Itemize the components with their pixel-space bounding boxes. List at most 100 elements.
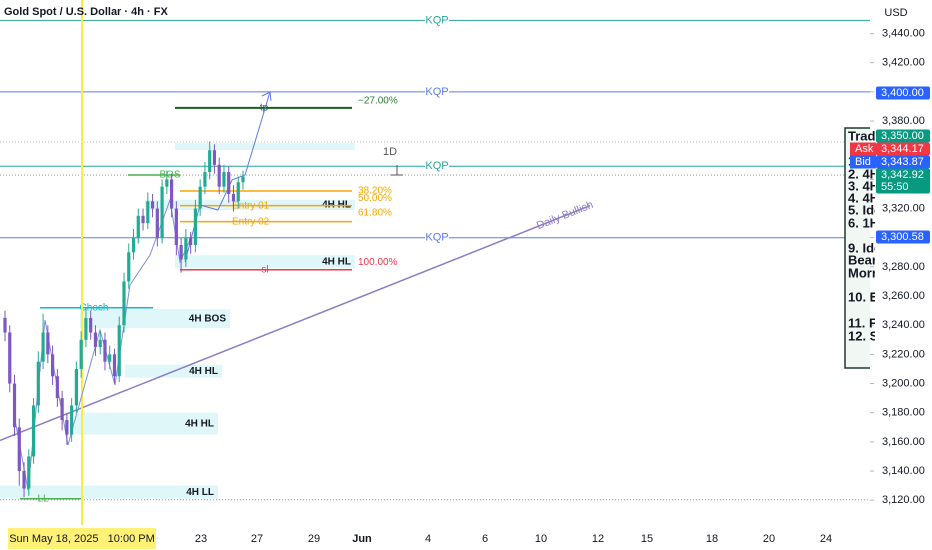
candle-body xyxy=(184,237,188,260)
panel-item: Morn xyxy=(848,265,880,280)
panel-item: 11. F xyxy=(848,315,877,330)
x-tick-label: 15 xyxy=(641,533,653,545)
price-tag-label: 3,400.00 xyxy=(881,87,924,99)
trendline xyxy=(0,204,591,442)
candle-body xyxy=(198,186,202,209)
y-tick-label: 3,140.00 xyxy=(882,465,925,477)
candle-body xyxy=(98,339,102,348)
zone-label: 4H HL xyxy=(322,256,351,267)
panel-item: Bear xyxy=(848,252,877,267)
zone-box xyxy=(0,485,218,499)
y-tick-label: 3,220.00 xyxy=(882,348,925,360)
candle-body xyxy=(93,332,98,348)
candle-body xyxy=(231,193,236,202)
price-tag-note: Ask xyxy=(855,143,874,155)
y-tick-label: 3,420.00 xyxy=(882,57,925,69)
candle-body xyxy=(27,456,31,489)
candle-body xyxy=(208,150,212,173)
price-tag xyxy=(876,230,930,244)
x-tick-label: 20 xyxy=(763,533,775,545)
y-tick-label: 3,180.00 xyxy=(882,407,925,419)
level-label-bg xyxy=(425,160,449,173)
crosshair-label-bg xyxy=(8,528,156,549)
price-tag-label: 3,350.00 xyxy=(881,130,924,142)
candle-body xyxy=(222,172,226,187)
price-tag xyxy=(876,129,930,143)
candle-body xyxy=(46,332,50,355)
zone-label: 4H HL xyxy=(185,418,214,429)
panel-item: 9. Ide xyxy=(848,240,881,255)
price-tag-label: 3,342.92 xyxy=(881,169,924,181)
panel-item: 5. Ide xyxy=(848,202,881,217)
x-tick-label: 10 xyxy=(535,533,547,545)
candle-body xyxy=(227,172,231,194)
candle-body xyxy=(103,339,107,362)
y-tick-label: 3,120.00 xyxy=(882,494,925,506)
zone-box xyxy=(175,143,355,150)
panel-item: 2. 4H xyxy=(848,166,879,181)
level-label-bg xyxy=(425,85,449,98)
candle-body xyxy=(117,325,121,377)
candle-body xyxy=(108,354,112,362)
x-tick-label: 23 xyxy=(195,533,207,545)
candle-body xyxy=(146,201,150,224)
price-tag xyxy=(876,155,930,169)
candle-body xyxy=(74,368,78,406)
candle-body xyxy=(165,179,169,187)
fib-label: 50.00% xyxy=(358,193,392,204)
annotation-label: Choch xyxy=(80,302,109,313)
candle-body xyxy=(241,176,245,183)
candle-body xyxy=(203,172,207,187)
forecast-arrow xyxy=(261,91,272,102)
candle-body xyxy=(89,317,93,333)
price-tag-label: 3,344.17 xyxy=(881,143,924,155)
candle-body xyxy=(17,427,21,472)
candle-body xyxy=(141,215,145,224)
trendline-label: Daily Bullish xyxy=(535,199,595,232)
candle-body xyxy=(236,182,240,202)
candle-body xyxy=(79,339,83,369)
panel-item: 3. 4H xyxy=(848,178,879,193)
candle-body xyxy=(127,252,131,282)
zone-box xyxy=(175,255,355,269)
annotation-label: Entry 02 xyxy=(232,216,270,227)
price-tag xyxy=(876,86,930,100)
candle-body xyxy=(174,208,178,245)
x-tick-label: 6 xyxy=(482,533,488,545)
candle-body xyxy=(55,376,59,399)
candle-body xyxy=(31,405,36,457)
level-label-bg xyxy=(425,231,449,244)
candle-body xyxy=(36,361,40,406)
price-tag-prefix xyxy=(850,155,876,169)
x-tick-label: 27 xyxy=(251,533,263,545)
fib-label: −27.00% xyxy=(358,95,398,106)
y-tick-label: 3,280.00 xyxy=(882,261,925,273)
candle-body xyxy=(212,150,217,165)
x-tick-label: 4 xyxy=(425,533,431,545)
x-tick-label: 29 xyxy=(308,533,320,545)
candle-body xyxy=(122,281,126,326)
y-tick-label: 3,260.00 xyxy=(882,290,925,302)
fib-label: 61.80% xyxy=(358,208,392,219)
structure-path xyxy=(14,198,191,491)
fib-label: 100.00% xyxy=(358,257,398,268)
annotation-label: tp xyxy=(260,103,269,114)
candle-body xyxy=(112,354,117,377)
candle-body xyxy=(60,398,64,420)
candle-body xyxy=(179,245,183,260)
annotation-label: BOS xyxy=(159,170,180,181)
candle-body xyxy=(131,237,136,253)
fib-label: 38.20% xyxy=(358,186,392,197)
price-tag xyxy=(876,168,930,194)
zone-label: 4H LL xyxy=(186,487,214,498)
candle-body xyxy=(8,332,12,384)
candle-body xyxy=(217,164,221,187)
panel-item: 4. 4H xyxy=(848,190,879,205)
y-tick-label: 3,240.00 xyxy=(882,319,925,331)
candle-body xyxy=(160,186,164,238)
candle-body xyxy=(22,471,26,489)
x-tick-label: 12 xyxy=(592,533,604,545)
panel-item: 12. S xyxy=(848,328,879,343)
level-label: KQP xyxy=(425,232,448,244)
